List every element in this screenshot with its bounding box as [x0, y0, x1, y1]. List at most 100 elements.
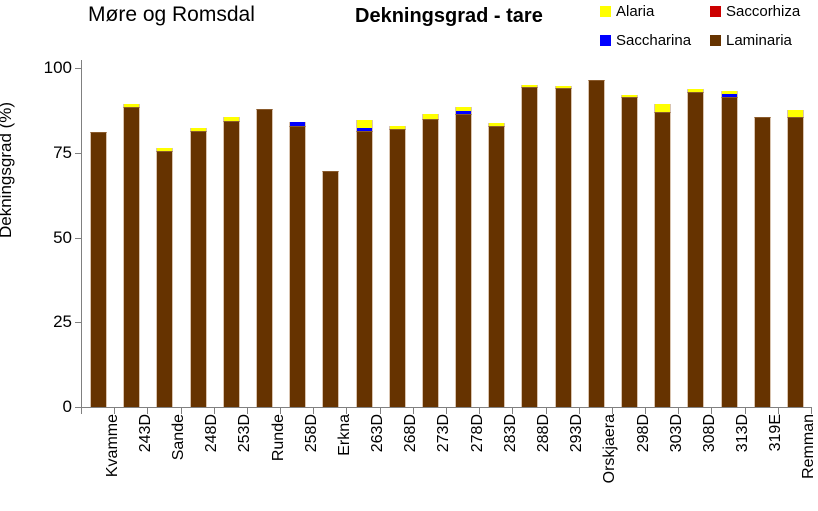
- y-axis-tick: [75, 407, 82, 408]
- x-axis-label: 278D: [468, 414, 486, 453]
- y-axis-tick-label: 50: [53, 227, 72, 247]
- x-axis-tick: [81, 407, 82, 414]
- bar-group[interactable]: [654, 103, 672, 407]
- bar-group[interactable]: [521, 84, 539, 407]
- x-axis-label: 288D: [534, 414, 552, 453]
- x-axis-label: 268D: [402, 414, 420, 453]
- bar-group[interactable]: [720, 91, 738, 407]
- bar-segment-saccharina: [720, 94, 738, 97]
- y-axis-tick-label: 25: [53, 312, 72, 332]
- x-axis-label: 263D: [369, 414, 387, 453]
- y-axis-tick: [75, 68, 82, 69]
- bar-segment-laminaria: [654, 112, 672, 407]
- x-axis-tick: [280, 407, 281, 414]
- bar-segment-alaria: [123, 103, 141, 107]
- bar-group[interactable]: [289, 121, 307, 407]
- bar-group[interactable]: [388, 125, 406, 407]
- bar-group[interactable]: [222, 117, 240, 407]
- legend-label: Alaria: [616, 3, 655, 20]
- bar-segment-laminaria: [189, 130, 207, 407]
- y-axis-tick: [75, 237, 82, 239]
- bar-segment-laminaria: [753, 117, 771, 407]
- bar-segment-alaria: [521, 84, 539, 87]
- bar-segment-laminaria: [521, 86, 539, 407]
- x-axis-label: 273D: [435, 414, 453, 453]
- x-axis-label: Sande: [169, 414, 187, 461]
- bar-group[interactable]: [322, 171, 340, 407]
- x-axis-tick: [778, 407, 779, 414]
- x-axis-tick: [678, 407, 679, 414]
- y-axis-tick: [75, 152, 82, 154]
- bar-segment-alaria: [222, 117, 240, 121]
- x-axis-tick: [811, 407, 812, 414]
- x-axis-tick: [745, 407, 746, 414]
- y-axis-tick-label: 75: [53, 142, 72, 162]
- bar-segment-laminaria: [123, 107, 141, 407]
- region-title: Møre og Romsdal: [88, 3, 255, 26]
- x-axis-tick: [413, 407, 414, 414]
- bar-segment-alaria: [388, 125, 406, 130]
- legend-item-saccorhiza[interactable]: Saccorhiza: [710, 4, 800, 19]
- x-axis-tick: [313, 407, 314, 414]
- x-axis-label: Orskjaera: [601, 414, 619, 484]
- bar-group[interactable]: [554, 85, 572, 407]
- x-axis-tick: [181, 407, 182, 414]
- bar-group[interactable]: [455, 107, 473, 407]
- bar-segment-alaria: [455, 107, 473, 112]
- bar-segment-laminaria: [720, 96, 738, 407]
- legend-item-laminaria[interactable]: Laminaria: [710, 33, 792, 48]
- plot-area: 0 25 50 75 100: [44, 58, 812, 416]
- bar-segment-laminaria: [355, 130, 373, 407]
- y-axis-tick-label: 0: [62, 397, 72, 416]
- x-axis-tick: [214, 407, 215, 414]
- x-axis-tick: [479, 407, 480, 414]
- legend-label: Saccorhiza: [726, 3, 801, 20]
- bar-group[interactable]: [687, 89, 705, 407]
- x-axis-label: Runde: [269, 414, 287, 462]
- x-axis-tick: [546, 407, 547, 414]
- bar-segment-alaria: [189, 128, 207, 131]
- bar-segment-alaria: [621, 95, 638, 97]
- bar-segment-laminaria: [421, 118, 439, 407]
- bar-segment-alaria: [720, 91, 738, 95]
- bar-group[interactable]: [123, 103, 141, 407]
- bar-group[interactable]: [156, 147, 174, 407]
- legend-row: Alaria Saccorhiza: [600, 4, 818, 33]
- bar-group[interactable]: [256, 108, 273, 407]
- legend-label: Saccharina: [616, 32, 692, 49]
- bar-segment-saccharina: [355, 128, 373, 131]
- x-axis-label: 303D: [667, 414, 685, 453]
- bar-segment-laminaria: [587, 79, 605, 407]
- bar-group[interactable]: [753, 117, 771, 407]
- bar-group[interactable]: [421, 113, 439, 407]
- y-axis-title: Dekningsgrad (%): [0, 101, 15, 238]
- bar-group[interactable]: [90, 132, 108, 407]
- bar-segment-laminaria: [786, 117, 804, 407]
- legend-item-alaria[interactable]: Alaria: [600, 4, 710, 19]
- bar-segment-laminaria: [621, 96, 638, 407]
- legend-item-saccharina[interactable]: Saccharina: [600, 33, 710, 48]
- legend-swatch-icon: [600, 35, 611, 46]
- bar-segment-alaria: [786, 110, 804, 118]
- x-axis-tick: [512, 407, 513, 414]
- x-axis-label: 298D: [634, 414, 652, 453]
- chart-title: Dekningsgrad - tare: [355, 5, 543, 27]
- bar-segment-laminaria: [388, 129, 406, 407]
- bar-segment-alaria: [654, 103, 672, 113]
- x-axis-label: 319E: [767, 414, 785, 452]
- bar-group[interactable]: [786, 110, 804, 407]
- bar-segment-laminaria: [156, 151, 174, 407]
- x-axis-tick: [147, 407, 148, 414]
- x-axis-tick: [446, 407, 447, 414]
- x-axis-tick: [612, 407, 613, 414]
- bar-segment-laminaria: [488, 125, 506, 407]
- legend-swatch-icon: [710, 6, 721, 17]
- bar-group[interactable]: [189, 128, 207, 407]
- x-axis-label: 308D: [700, 414, 718, 453]
- bar-group[interactable]: [355, 119, 373, 407]
- legend-label: Laminaria: [726, 32, 792, 49]
- bar-group[interactable]: [621, 95, 638, 407]
- bar-group[interactable]: [587, 79, 605, 407]
- legend-swatch-icon: [710, 35, 721, 46]
- bar-group[interactable]: [488, 122, 506, 407]
